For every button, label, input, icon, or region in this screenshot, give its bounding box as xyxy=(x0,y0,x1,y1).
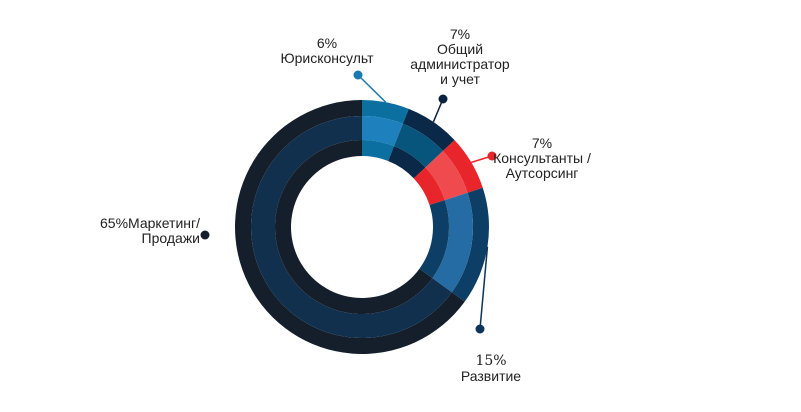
slice-2-inner-band xyxy=(413,167,445,206)
label-admin: 7% Общий администратор и учет xyxy=(395,27,525,87)
slice-0-middle-band xyxy=(362,116,403,147)
leader-line-3 xyxy=(479,246,489,330)
slice-2-outer-band xyxy=(442,140,483,193)
slice-3-inner-band xyxy=(419,200,450,279)
slice-1-outer-band xyxy=(402,108,455,152)
slice-1-middle-band xyxy=(394,123,443,168)
slice-3-middle-band xyxy=(432,192,473,293)
label-legal: 6% Юрисконсульт xyxy=(262,36,392,66)
slice-label: Развитие xyxy=(460,368,522,384)
slice-3-outer-band xyxy=(451,187,489,302)
label-development: 15% Развитие xyxy=(446,354,536,384)
slice-label: Маркетинг/ Продажи xyxy=(128,215,200,246)
leader-dot-2 xyxy=(487,151,497,161)
slice-label: Юрисконсульт xyxy=(280,50,374,66)
slice-label: Общий администратор и учет xyxy=(410,41,510,87)
leader-dot-3 xyxy=(475,324,485,334)
percent-label: 15% xyxy=(475,353,507,369)
leader-dot-0 xyxy=(353,70,363,80)
slice-0-inner-band xyxy=(362,140,395,161)
percent-label: 65% xyxy=(100,215,129,231)
percent-label: 6% xyxy=(316,35,338,51)
leader-line-0 xyxy=(357,74,387,103)
leader-dot-1 xyxy=(438,94,448,104)
slice-label: Консультанты / Аутсорсинг xyxy=(493,150,591,181)
percent-label: 7% xyxy=(449,26,471,42)
slice-1-inner-band xyxy=(388,146,426,179)
slice-2-middle-band xyxy=(425,151,468,201)
slice-0-outer-band xyxy=(362,100,409,124)
label-marketing: 65%Маркетинг/ Продажи xyxy=(80,216,200,246)
label-consultants: 7% Консультанты / Аутсорсинг xyxy=(482,136,602,181)
percent-label: 7% xyxy=(531,135,553,151)
leader-dot-4 xyxy=(200,230,210,240)
